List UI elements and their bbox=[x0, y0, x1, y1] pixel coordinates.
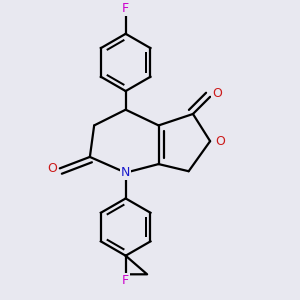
Text: O: O bbox=[215, 135, 225, 148]
Text: F: F bbox=[122, 274, 129, 287]
Text: O: O bbox=[212, 87, 222, 100]
Text: O: O bbox=[47, 162, 57, 175]
Text: N: N bbox=[121, 166, 130, 179]
Text: F: F bbox=[122, 2, 129, 15]
